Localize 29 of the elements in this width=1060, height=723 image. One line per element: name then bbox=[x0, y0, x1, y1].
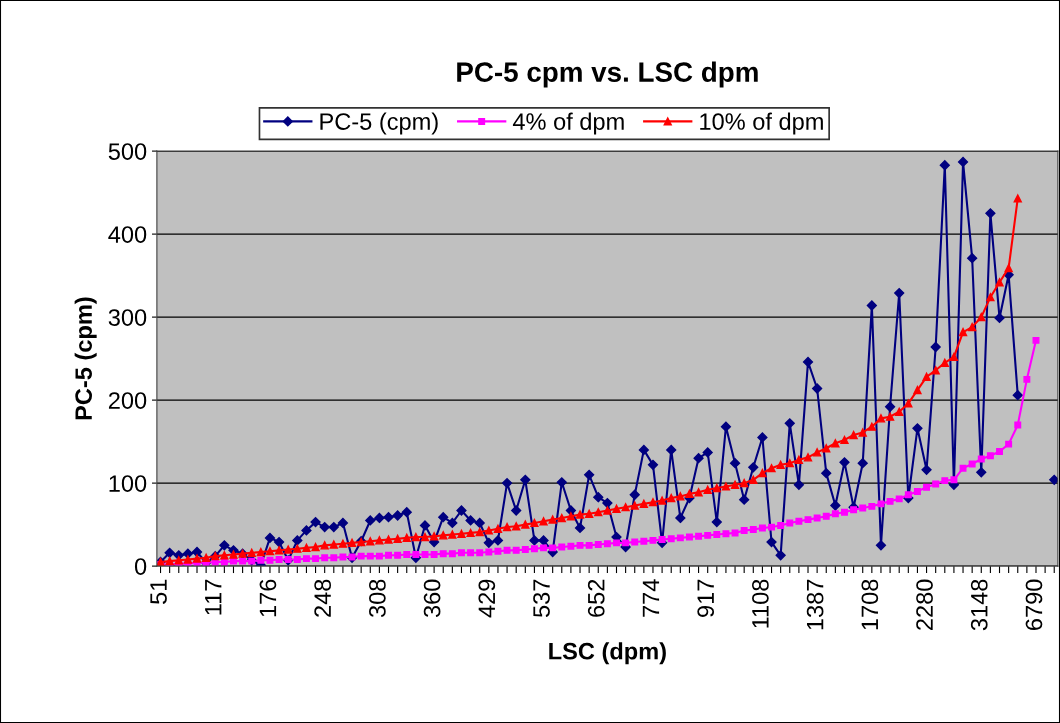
x-tick-label: 51 bbox=[150, 579, 167, 604]
legend-label: 4% of dpm bbox=[512, 112, 624, 135]
x-tick-label: 176 bbox=[259, 579, 277, 617]
x-tick-label: 6790 bbox=[1025, 579, 1043, 630]
y-tick-label: 300 bbox=[108, 309, 147, 326]
x-tick-label: 774 bbox=[642, 579, 660, 617]
x-axis-title: LSC (dpm) bbox=[549, 642, 666, 665]
y-axis-title: PC-5 (cpm) bbox=[74, 297, 97, 420]
x-tick-label: 360 bbox=[423, 579, 441, 618]
x-tick-label: 3148 bbox=[970, 579, 988, 631]
legend-label: 10% of dpm bbox=[700, 112, 823, 135]
y-tick-label: 100 bbox=[109, 475, 147, 492]
x-tick-label: 117 bbox=[205, 579, 222, 615]
y-tick-label: 200 bbox=[108, 392, 147, 409]
legend-label: PC-5 (cpm) bbox=[320, 112, 438, 135]
y-tick-label: 0 bbox=[134, 558, 147, 575]
x-tick-label: 1708 bbox=[861, 579, 879, 630]
x-tick-label: 1387 bbox=[806, 579, 824, 630]
x-tick-label: 652 bbox=[587, 579, 605, 617]
x-tick-label: 2280 bbox=[916, 579, 933, 630]
x-tick-label: 308 bbox=[369, 579, 386, 618]
x-tick-label: 1108 bbox=[752, 579, 769, 628]
x-tick-label: 248 bbox=[314, 579, 332, 617]
x-tick-label: 917 bbox=[697, 579, 715, 617]
chart-title: PC-5 cpm vs. LSC dpm bbox=[457, 61, 758, 88]
x-tick-label: 537 bbox=[533, 579, 550, 618]
x-tick-label: 429 bbox=[478, 579, 496, 618]
y-tick-label: 500 bbox=[108, 143, 147, 160]
y-tick-label: 400 bbox=[108, 226, 147, 243]
